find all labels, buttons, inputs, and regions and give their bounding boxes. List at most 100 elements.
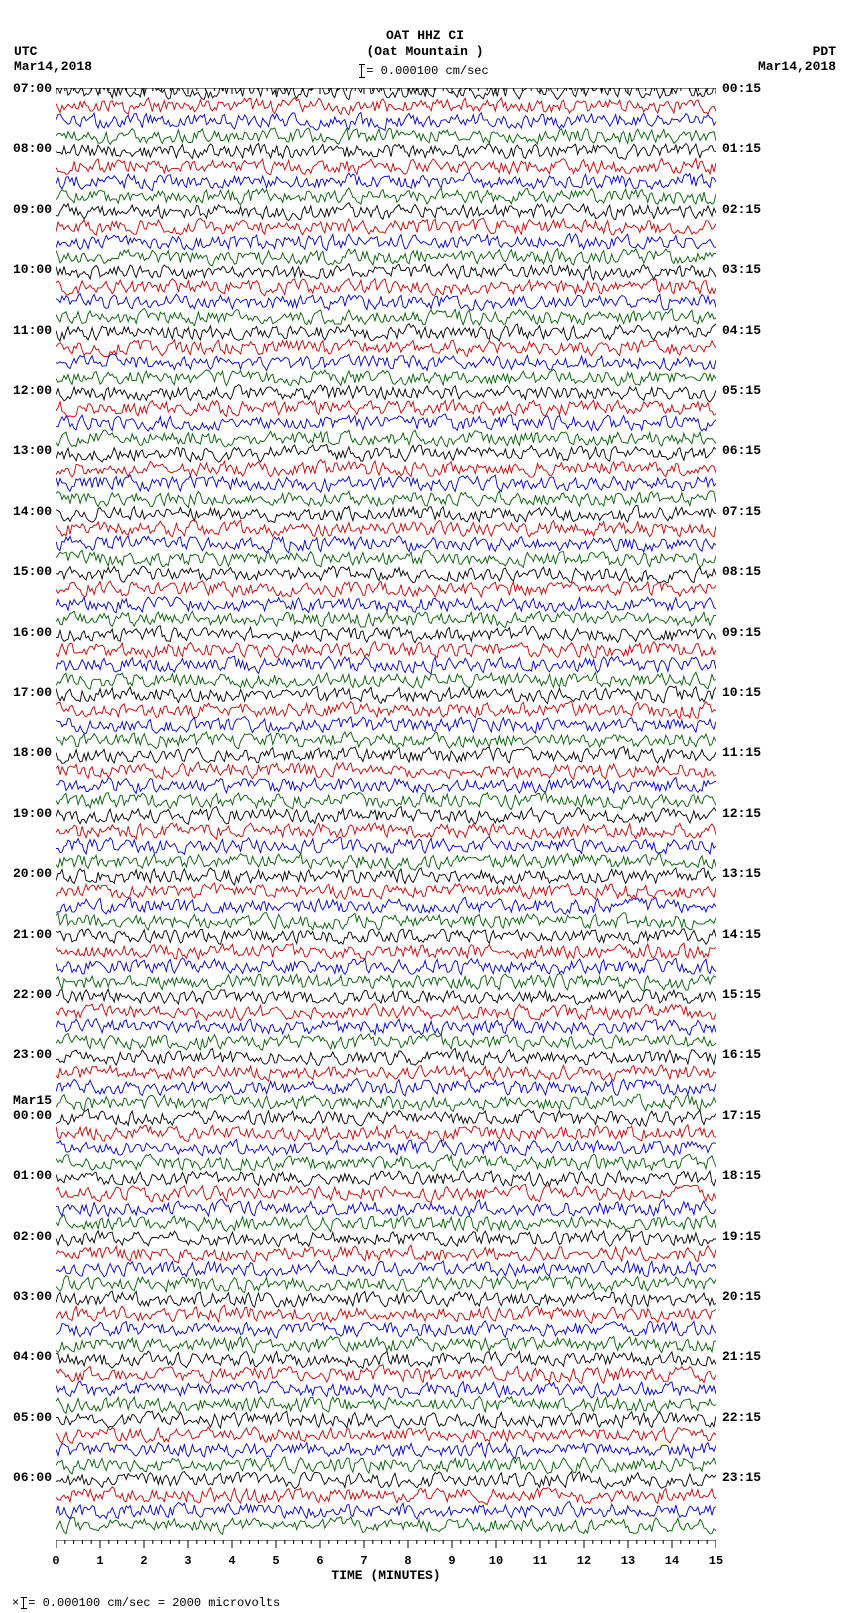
seismogram-trace [56,264,716,281]
seismogram-trace [56,550,716,567]
utc-label: 16:00 [13,626,52,640]
seismogram-trace [56,1305,716,1323]
seismogram-trace [56,686,716,703]
x-tick-label: 7 [360,1554,367,1568]
seismogram-trace [56,1245,716,1263]
seismogram-trace [56,943,716,960]
seismogram-trace [56,385,716,402]
seismogram-trace [56,520,716,537]
seismogram-trace [56,717,716,734]
date-left-label: Mar14,2018 [14,59,92,74]
utc-label: 02:00 [13,1230,52,1244]
seismogram-trace [56,430,716,447]
seismogram-trace [56,1019,716,1036]
seismogram-trace [56,414,716,431]
seismogram-trace [56,460,716,478]
seismogram-trace [56,853,716,870]
utc-label: 14:00 [13,505,52,519]
seismogram-trace [56,1457,716,1474]
seismogram-trace [56,1065,716,1081]
utc-label: 17:00 [13,686,52,700]
pdt-label: 05:15 [722,384,761,398]
footer-marker: × [12,1596,19,1610]
utc-label: Mar15 [13,1094,52,1108]
seismogram-trace [56,611,716,627]
seismogram-trace [56,1231,716,1247]
seismogram-trace [56,399,716,417]
x-tick-label: 15 [709,1554,723,1568]
seismogram-trace [56,974,716,991]
seismogram-trace [56,1427,716,1444]
utc-label: 03:00 [13,1290,52,1304]
tz-right-label: PDT [813,44,836,59]
utc-label: 23:00 [13,1048,52,1062]
pdt-label: 23:15 [722,1471,761,1485]
pdt-label: 03:15 [722,263,761,277]
pdt-label: 07:15 [722,505,761,519]
seismogram-trace [56,792,716,809]
seismogram-trace [56,1381,716,1398]
seismogram-trace [56,626,716,643]
seismogram-trace [56,1199,716,1216]
seismogram-trace [56,1411,716,1428]
seismogram-trace [56,1184,716,1202]
seismogram-trace [56,566,716,583]
footer-scale: ×= 0.000100 cm/sec = 2000 microvolts [12,1596,280,1610]
utc-label: 05:00 [13,1411,52,1425]
seismogram-trace [56,913,716,931]
x-tick-label: 8 [404,1554,411,1568]
pdt-label: 06:15 [722,444,761,458]
seismogram-trace [56,1171,716,1187]
seismogram-trace [56,128,716,144]
station-code: OAT HHZ CI [0,28,850,43]
utc-label: 21:00 [13,928,52,942]
seismogram-trace [56,159,716,175]
seismogram-trace [56,203,716,221]
utc-label: 13:00 [13,444,52,458]
pdt-label: 16:15 [722,1048,761,1062]
x-tick-label: 13 [621,1554,635,1568]
seismogram-trace [56,1276,716,1293]
seismogram-trace [56,989,716,1004]
seismogram-trace [56,249,716,266]
scale-legend-text: = 0.000100 cm/sec [366,64,488,78]
seismogram-trace [56,308,716,325]
seismogram-trace [56,883,716,899]
seismogram-trace [56,88,716,100]
x-axis-title: TIME (MINUTES) [56,1568,716,1583]
seismogram-trace [56,491,716,507]
seismogram-trace [56,597,716,613]
utc-label: 18:00 [13,746,52,760]
utc-label: 11:00 [13,324,52,338]
seismogram-trace [56,1502,716,1519]
utc-label: 08:00 [13,142,52,156]
station-name: (Oat Mountain ) [0,44,850,59]
scale-legend: = 0.000100 cm/sec [0,64,850,78]
utc-label: 12:00 [13,384,52,398]
pdt-label: 11:15 [722,746,761,760]
seismogram-trace [56,98,716,115]
seismogram-trace [56,1443,716,1459]
seismogram-trace [56,777,716,793]
pdt-label: 12:15 [722,807,761,821]
seismogram-trace [56,1034,716,1051]
seismogram-trace [56,732,716,749]
seismogram-trace [56,369,716,385]
seismogram-trace [56,823,716,839]
pdt-label: 09:15 [722,626,761,640]
pdt-label: 14:15 [722,928,761,942]
utc-label: 06:00 [13,1471,52,1485]
seismogram-trace [56,1472,716,1489]
seismogram-trace [56,112,716,130]
pdt-label: 02:15 [722,203,761,217]
seismogram-trace [56,173,716,191]
pdt-label: 19:15 [722,1230,761,1244]
seismogram-trace [56,1139,716,1155]
utc-label: 07:00 [13,82,52,96]
seismogram-trace [56,701,716,719]
seismogram-trace [56,897,716,914]
helicorder-container: OAT HHZ CI (Oat Mountain ) = 0.000100 cm… [0,0,850,1613]
seismogram-trace [56,1154,716,1171]
pdt-label: 08:15 [722,565,761,579]
utc-label: 22:00 [13,988,52,1002]
